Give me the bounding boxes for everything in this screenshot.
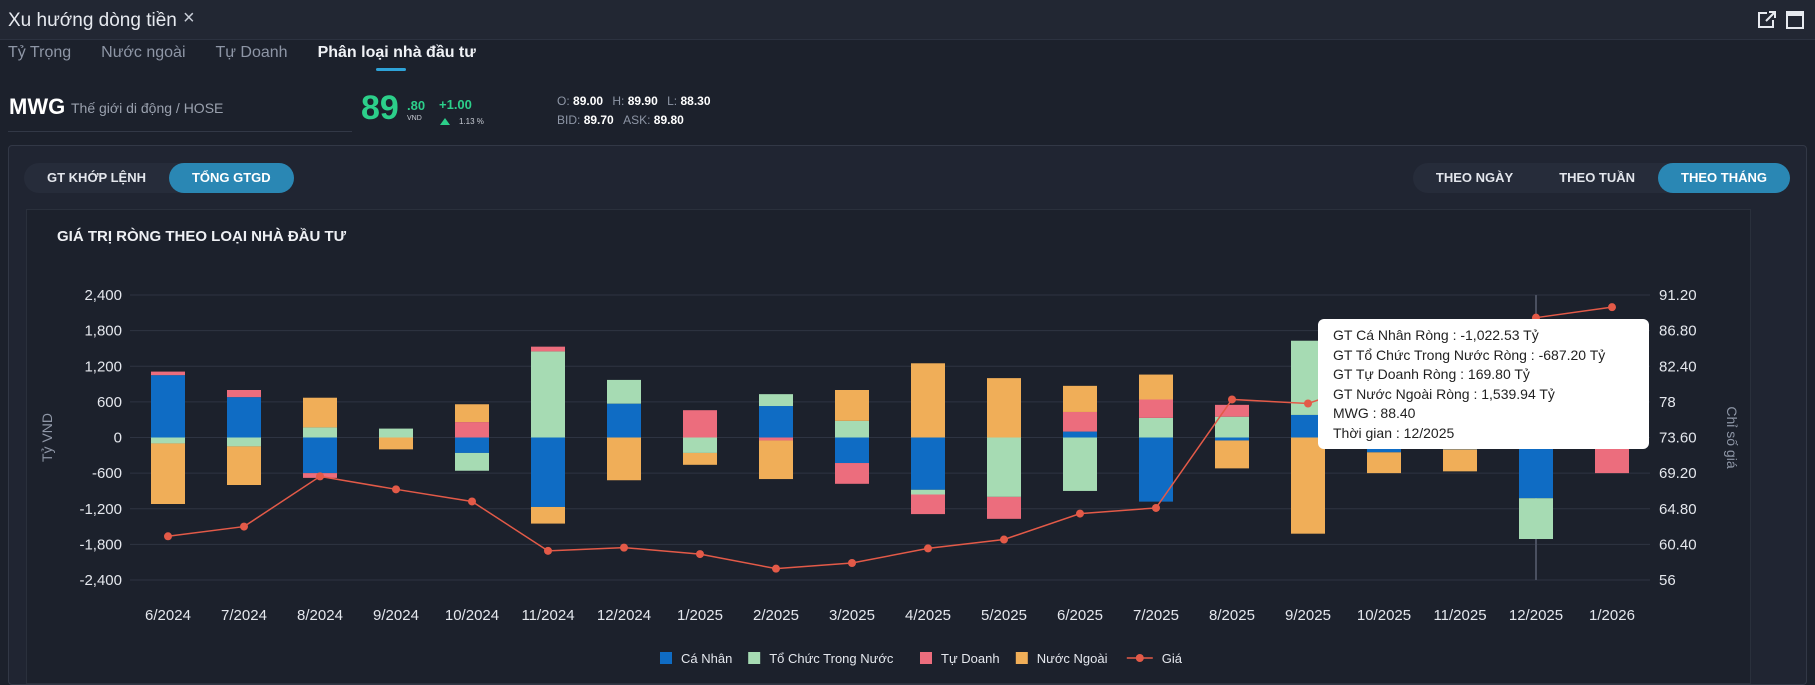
ohlc-info: O: 89.00 H: 89.90 L: 88.30 BID: 89.70 AS… [557, 92, 711, 130]
period-toggle: THEO NGÀY THEO TUẦN THEO THÁNG [1412, 163, 1790, 193]
stock-header: MWG Thế giới di động / HOSE 89 .80 VND +… [0, 80, 1815, 140]
tooltip-line: MWG : 88.40 [1333, 405, 1416, 421]
tab-nuoc-ngoai[interactable]: Nước ngoài [101, 44, 186, 61]
price-integer: 89 [361, 89, 399, 127]
value-type-toggle: GT KHỚP LỆNH TỔNG GTGD [24, 163, 294, 193]
theo-tuan-button[interactable]: THEO TUẦN [1559, 170, 1636, 185]
window-titlebar: Xu hướng dòng tiền × [0, 0, 1815, 40]
low-label: L: [667, 94, 678, 108]
chart-title: GIÁ TRỊ RÒNG THEO LOẠI NHÀ ĐẦU TƯ [57, 228, 347, 245]
high-value: 89.90 [627, 94, 658, 108]
price-unit: VND [407, 115, 422, 122]
tooltip-line: Thời gian : 12/2025 [1333, 424, 1455, 441]
open-value: 89.00 [573, 94, 604, 108]
low-value: 88.30 [680, 94, 711, 108]
ask-label: ASK: [623, 113, 651, 127]
tooltip-line: GT Tổ Chức Trong Nước Ròng : -687.20 Tỷ [1333, 346, 1606, 363]
popout-icon[interactable] [1757, 10, 1777, 30]
ticker-symbol: MWG [9, 94, 66, 119]
bid-value: 89.70 [583, 113, 614, 127]
price-decimal: .80 [407, 98, 426, 113]
tab-tu-doanh[interactable]: Tự Doanh [215, 44, 288, 61]
company-name: Thế giới di động / HOSE [71, 100, 224, 116]
tong-gtgd-button[interactable]: TỔNG GTGD [168, 163, 294, 193]
open-label: O: [557, 94, 570, 108]
tab-bar: Tỷ Trọng Nước ngoài Tự Doanh Phân loại n… [0, 40, 498, 71]
window-title: Xu hướng dòng tiền [8, 10, 177, 31]
theo-thang-button[interactable]: THEO THÁNG [1658, 163, 1790, 193]
maximize-icon[interactable] [1785, 10, 1805, 30]
price-change-percent: 1.13 % [459, 117, 484, 126]
high-label: H: [612, 94, 625, 108]
chart-tooltip: GT Cá Nhân Ròng : -1,022.53 Tỷ GT Tổ Chứ… [1318, 319, 1649, 449]
up-arrow-icon [440, 118, 450, 125]
ask-value: 89.80 [653, 113, 684, 127]
divider [8, 131, 352, 132]
close-icon[interactable]: × [183, 7, 195, 29]
tooltip-line: GT Nước Ngoài Ròng : 1,539.94 Tỷ [1333, 385, 1555, 402]
tab-phan-loai-nha-dau-tu[interactable]: Phân loại nhà đầu tư [318, 44, 498, 71]
gt-khop-lenh-button[interactable]: GT KHỚP LỆNH [47, 170, 146, 185]
price-change: +1.00 [439, 97, 472, 112]
theo-ngay-button[interactable]: THEO NGÀY [1435, 170, 1514, 185]
tooltip-line: GT Cá Nhân Ròng : -1,022.53 Tỷ [1333, 327, 1539, 343]
tab-ty-trong[interactable]: Tỷ Trọng [8, 44, 72, 61]
bid-label: BID: [557, 113, 581, 127]
tooltip-line: GT Tự Doanh Ròng : 169.80 Tỷ [1333, 366, 1530, 382]
